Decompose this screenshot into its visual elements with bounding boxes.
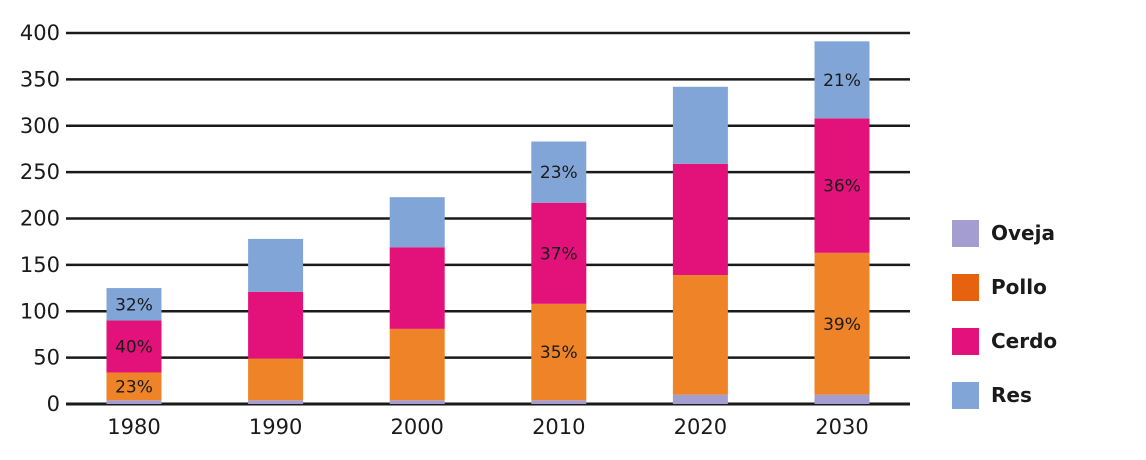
data-label: 32% — [115, 295, 153, 315]
y-tick-label: 150 — [20, 253, 60, 277]
legend-item-oveja: Oveja — [952, 206, 1142, 260]
data-label: 36% — [823, 177, 861, 197]
bar-segment-oveja — [389, 400, 445, 404]
x-tick-label: 2020 — [674, 415, 727, 439]
data-label: 39% — [823, 315, 861, 335]
y-tick-label: 300 — [20, 114, 60, 138]
legend-item-res: Res — [952, 368, 1142, 422]
bar-segment-oveja — [106, 400, 162, 404]
bar-segment-res — [814, 41, 870, 119]
bar-segment-pollo — [389, 328, 445, 401]
x-tick-label: 2000 — [390, 415, 443, 439]
legend-swatch-cerdo — [952, 327, 979, 355]
y-tick-label: 50 — [33, 346, 60, 370]
data-label: 37% — [540, 244, 578, 264]
y-tick-label: 250 — [20, 160, 60, 184]
legend-label-cerdo: Cerdo — [991, 329, 1058, 353]
legend-swatch-pollo — [952, 273, 979, 301]
y-tick-label: 200 — [20, 207, 60, 231]
data-label: 40% — [115, 337, 153, 357]
data-label: 23% — [540, 163, 578, 183]
legend-item-pollo: Pollo — [952, 260, 1142, 314]
bar-segment-pollo — [106, 372, 162, 401]
legend-swatch-oveja — [952, 219, 979, 247]
bar-segment-oveja — [248, 400, 304, 404]
data-label: 23% — [115, 377, 153, 397]
bar-segment-oveja — [672, 394, 728, 404]
x-tick-label: 1980 — [107, 415, 160, 439]
legend: Oveja Pollo Cerdo Res — [952, 206, 1142, 422]
x-tick-label: 2010 — [532, 415, 585, 439]
bar-segment-cerdo — [531, 202, 587, 304]
bar-segment-res — [531, 141, 587, 203]
legend-label-pollo: Pollo — [991, 275, 1047, 299]
bar-segment-res — [389, 197, 445, 248]
bar-segment-cerdo — [389, 247, 445, 329]
y-tick-label: 350 — [20, 67, 60, 91]
x-tick-label: 2030 — [815, 415, 868, 439]
bar-segment-oveja — [814, 394, 870, 404]
legend-label-oveja: Oveja — [991, 221, 1055, 245]
bar-segment-cerdo — [814, 118, 870, 253]
data-label: 35% — [540, 343, 578, 363]
data-label: 21% — [823, 71, 861, 91]
bar-segment-pollo — [531, 303, 587, 401]
legend-swatch-res — [952, 381, 979, 409]
bar-segment-res — [672, 86, 728, 164]
stacked-bar-chart: 0 50 100 150 200 250 300 350 400 23% 40% 32% 1980 199… — [20, 21, 910, 439]
bar-segment-cerdo — [248, 291, 304, 359]
bar-segment-pollo — [248, 358, 304, 401]
bar-segment-cerdo — [672, 163, 728, 276]
y-tick-label: 400 — [20, 21, 60, 45]
bar-segment-oveja — [531, 400, 587, 404]
legend-item-cerdo: Cerdo — [952, 314, 1142, 368]
bar-segment-res — [106, 288, 162, 321]
y-tick-label: 100 — [20, 299, 60, 323]
bar-segment-cerdo — [106, 320, 162, 373]
bar-segment-pollo — [814, 252, 870, 395]
y-tick-label: 0 — [47, 392, 60, 416]
bar-segment-res — [248, 238, 304, 292]
legend-label-res: Res — [991, 383, 1032, 407]
x-tick-label: 1990 — [249, 415, 302, 439]
bar-segment-pollo — [672, 275, 728, 395]
